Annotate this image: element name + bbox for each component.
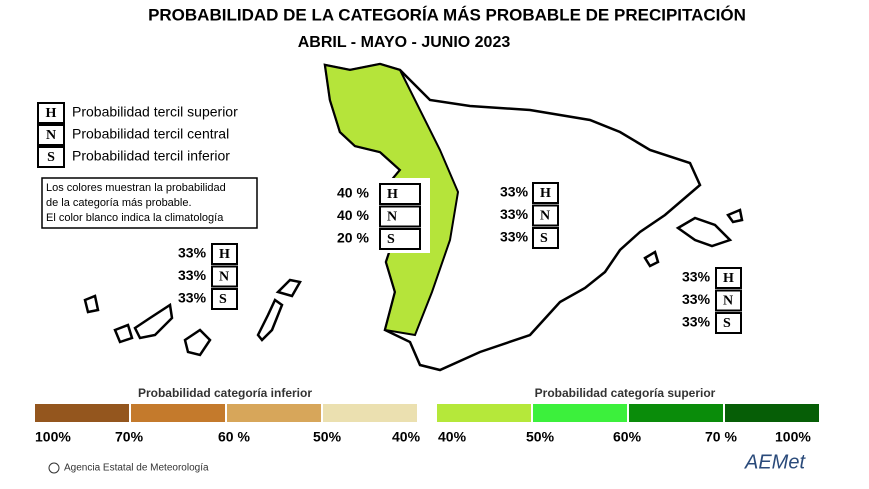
probability: 40 % (337, 185, 369, 201)
probability: 33% (178, 267, 207, 283)
tercile-box (211, 265, 238, 288)
probability: 33% (178, 290, 207, 306)
scale-segment (629, 404, 723, 422)
tercile-letter: H (219, 247, 230, 262)
scale-segment (533, 404, 627, 422)
note-line: de la categoría más probable. (46, 197, 192, 209)
tercile-letter: S (723, 316, 731, 331)
agency: Agencia Estatal de Meteorología (64, 463, 209, 474)
tercile-letter: S (219, 292, 227, 307)
tercile-box (715, 289, 742, 312)
note-line: El color blanco indica la climatología (46, 212, 224, 224)
scale-label: 40% (438, 429, 467, 445)
subtitle: ABRIL - MAYO - JUNIO 2023 (298, 34, 511, 51)
scale-segment (35, 404, 129, 422)
title: PROBABILIDAD DE LA CATEGORÍA MÁS PROBABL… (148, 5, 746, 24)
scale-label: 60% (613, 429, 642, 445)
island (275, 278, 302, 298)
island (183, 328, 212, 357)
island (113, 323, 134, 344)
scale-label: 40% (392, 429, 421, 445)
tercile-letter: H (723, 271, 734, 286)
island (675, 216, 733, 248)
scale-segment (131, 404, 225, 422)
scale-segment (323, 404, 417, 422)
tercile-letter: H (540, 186, 551, 201)
probability: 33% (682, 269, 711, 285)
tercile-box (379, 183, 421, 205)
tercile-letter: S (387, 232, 395, 247)
scale-label: 100% (35, 429, 71, 445)
scale-label: 50% (526, 429, 555, 445)
tercile-letter: N (540, 209, 550, 224)
scale-segment (227, 404, 321, 422)
scale-label: 70 % (705, 429, 737, 445)
logo: AEMet (744, 451, 806, 473)
island (643, 250, 660, 268)
probability: 33% (500, 229, 529, 245)
legend-letter: S (47, 150, 55, 165)
note-box (41, 177, 258, 229)
island (83, 294, 100, 314)
legend-box (37, 124, 65, 146)
tercile-box (532, 182, 559, 204)
probability: 33% (682, 314, 711, 330)
scale-title: Probabilidad categoría inferior (138, 386, 312, 400)
tercile-letter: N (723, 294, 733, 309)
probability: 33% (682, 291, 711, 307)
legend-text: Probabilidad tercil inferior (72, 148, 230, 164)
island (133, 302, 174, 340)
tercile-box (379, 205, 421, 228)
probability: 40 % (337, 207, 369, 223)
island (256, 298, 284, 342)
tercile-box (532, 204, 559, 227)
legend-letter: H (46, 106, 57, 121)
scale-label: 70% (115, 429, 144, 445)
tercile-letter: N (219, 270, 229, 285)
probability: 33% (500, 206, 529, 222)
legend-text: Probabilidad tercil superior (72, 104, 238, 120)
copyright-symbol (48, 462, 60, 474)
probability: 33% (178, 245, 207, 261)
tercile-box (211, 243, 238, 265)
scale-segment (725, 404, 819, 422)
note-line: Los colores muestran la probabilidad (46, 182, 226, 194)
tercile-letter: N (387, 210, 397, 225)
probability: 20 % (337, 230, 369, 246)
legend-box (37, 102, 65, 124)
legend-letter: N (46, 128, 56, 143)
scale-label: 100% (775, 429, 811, 445)
scale-segment (437, 404, 531, 422)
tercile-box (532, 227, 559, 249)
scale-label: 50% (313, 429, 342, 445)
tercile-box (715, 312, 742, 334)
scale-title: Probabilidad categoría superior (535, 386, 716, 400)
legend-text: Probabilidad tercil central (72, 126, 229, 142)
tercile-box (715, 267, 742, 289)
probability: 33% (500, 184, 529, 200)
tercile-box (379, 228, 421, 250)
tercile-letter: S (540, 231, 548, 246)
island (726, 208, 744, 224)
scale-label: 60 % (218, 429, 250, 445)
tercile-letter: H (387, 187, 398, 202)
tercile-box (211, 288, 238, 310)
legend-box (37, 146, 65, 168)
